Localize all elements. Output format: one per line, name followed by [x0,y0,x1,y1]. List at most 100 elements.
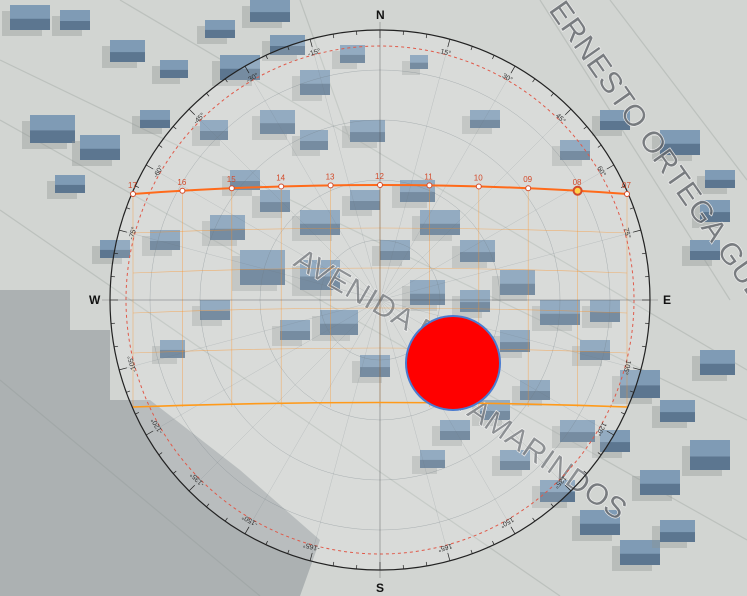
compass-south-label: S [376,581,384,595]
building-roof [480,400,510,411]
azimuth-line [146,164,381,301]
building-roof [280,320,310,331]
compass-tick [244,65,250,74]
building-roof [260,110,295,124]
compass-tick [470,549,473,554]
compass-tick [172,126,177,130]
building-side [160,346,185,358]
shaded-area [0,290,320,596]
azimuth-line [119,299,381,371]
compass-tick [332,561,335,566]
building-roof [80,135,120,149]
compass-tick [597,452,602,456]
building-roof [300,70,330,84]
hour-marker-dot [179,187,186,194]
compass-tick [425,561,428,566]
building-roof [660,400,695,413]
building-side [140,116,170,128]
road-line [0,119,747,541]
hour-label: 16 [177,178,186,187]
hour-label: 15 [227,175,236,184]
hour-label: 10 [474,173,483,182]
compass-east-label: E [663,293,671,307]
azimuth-line [244,66,381,301]
building-roof [410,55,428,63]
building-roof [460,240,495,253]
building-roof [30,115,75,131]
compass-degree-label: -75° [127,226,138,241]
hour-label: 08 [573,178,582,187]
building-roof [640,470,680,484]
building-roof [460,290,490,303]
building-roof [110,40,145,53]
hour-marker-dot [525,185,532,192]
road-line [609,0,747,181]
compass-tick [629,207,634,210]
compass-tick [265,540,268,545]
compass-degree-label: 165° [437,542,453,554]
hour-marker-dot [426,182,433,189]
compass-tick [447,39,451,48]
azimuth-line [119,229,381,301]
compass-ticks [110,30,650,570]
compass-tick [532,78,536,83]
compass-tick [492,540,495,545]
compass-tick [172,470,177,474]
building-roof [230,170,260,181]
building-roof [350,120,385,133]
compass-tick [114,252,119,255]
building-roof [500,270,535,284]
building-roof [660,520,695,533]
hour-marker-dot [475,183,482,190]
compass-tick [119,229,128,233]
compass-tick [309,39,313,48]
compass-degree-label: 75° [622,227,633,239]
hour-label: 13 [326,172,335,181]
compass-tick [425,34,428,39]
azimuth-line [309,39,381,301]
road-line [0,59,747,421]
building-roof [240,250,285,270]
compass-tick [492,55,495,60]
location-marker[interactable] [405,315,501,411]
compass-tick [206,92,210,97]
building-roof [210,215,245,229]
building-roof [500,330,530,343]
compass-tick [188,485,195,492]
compass-degree-label: -15° [307,47,322,58]
building-roof [380,240,410,251]
compass-tick [597,144,602,148]
building-side [420,456,445,468]
hour-marker-dot [228,185,235,192]
building-roof [705,170,735,180]
building-roof [620,540,660,554]
winter-sun-arc [132,401,628,408]
compass-tick [158,452,163,456]
compass-tick [565,485,572,492]
azimuth-line [379,229,641,301]
compass-tick [224,78,228,83]
compass-tick [550,503,554,508]
building-side [160,66,188,78]
hour-label: 09 [523,175,532,184]
hour-label: 14 [276,173,285,182]
building-side [410,59,428,69]
building-roof [420,450,445,460]
building-roof [350,190,380,201]
compass-tick [126,207,131,210]
compass-tick [550,92,554,97]
compass-tick [447,552,451,561]
sun-path: 17 16 15 14 13 12 11 10 09 08 07 [128,172,631,408]
compass-tick [206,503,210,508]
hour-label: 17 [128,181,137,190]
building-roof [540,480,575,493]
compass-tick [510,526,516,535]
building-side [340,51,365,63]
hour-marker-dot [278,183,285,190]
compass-tick [606,430,615,436]
hour-label: 12 [375,172,384,181]
compass-tick [309,552,313,561]
compass-tick [287,549,290,554]
